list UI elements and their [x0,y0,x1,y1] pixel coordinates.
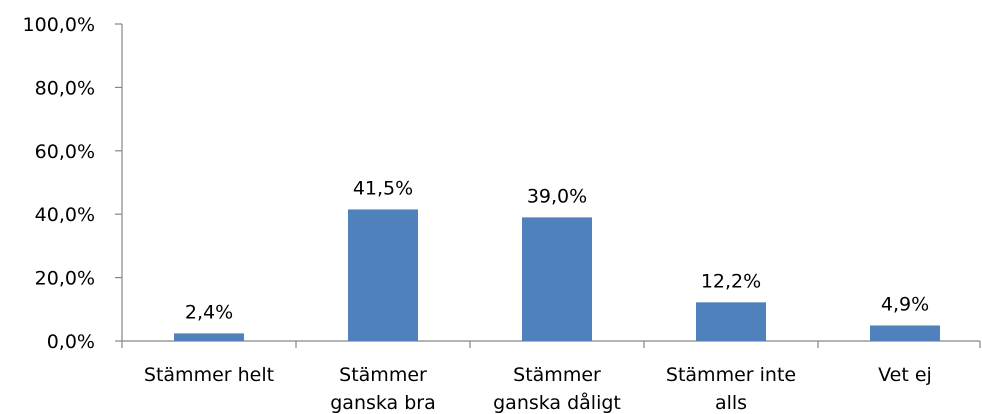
x-tick-label-line: Vet ej [878,364,932,386]
x-tick-label-line: Stämmer [339,364,427,386]
x-axis [121,340,981,348]
bar [522,217,592,341]
data-label: 4,9% [881,293,929,315]
x-tick-label: Stämmer inte alls [666,364,796,414]
x-tick-label: Stämmer helt [144,364,274,386]
y-tick-label: 0,0% [47,331,95,353]
y-tick-label: 80,0% [35,77,95,99]
x-tick-label-line: ganska dåligt [493,391,621,414]
x-tick-label: Stämmer ganska dåligt [493,364,621,414]
x-tick-label: Stämmer ganska bra [330,364,436,414]
y-tick-label: 100,0% [23,14,95,36]
x-tick-label-line: alls [715,392,747,414]
bar [348,209,418,341]
data-label: 41,5% [353,177,413,199]
y-axis: 0,0% 20,0% 40,0% 60,0% 80,0% 100,0% [23,14,123,353]
data-label: 12,2% [701,270,761,292]
data-labels: 2,4% 41,5% 39,0% 12,2% 4,9% [185,177,929,323]
y-tick-label: 40,0% [35,204,95,226]
bar [870,325,940,341]
data-label: 39,0% [527,185,587,207]
y-tick-label: 60,0% [35,141,95,163]
x-tick-label: Vet ej [878,364,932,386]
category-labels: Stämmer helt Stämmer ganska bra Stämmer gans… [144,364,932,414]
bars [174,209,940,341]
y-tick-label: 20,0% [35,268,95,290]
bar [174,333,244,341]
x-tick-label-line: Stämmer [513,364,601,386]
x-tick-label-line: Stämmer helt [144,364,274,386]
x-tick-label-line: Stämmer inte [666,364,796,386]
data-label: 2,4% [185,301,233,323]
bar [696,302,766,341]
x-tick-label-line: ganska bra [330,392,436,414]
